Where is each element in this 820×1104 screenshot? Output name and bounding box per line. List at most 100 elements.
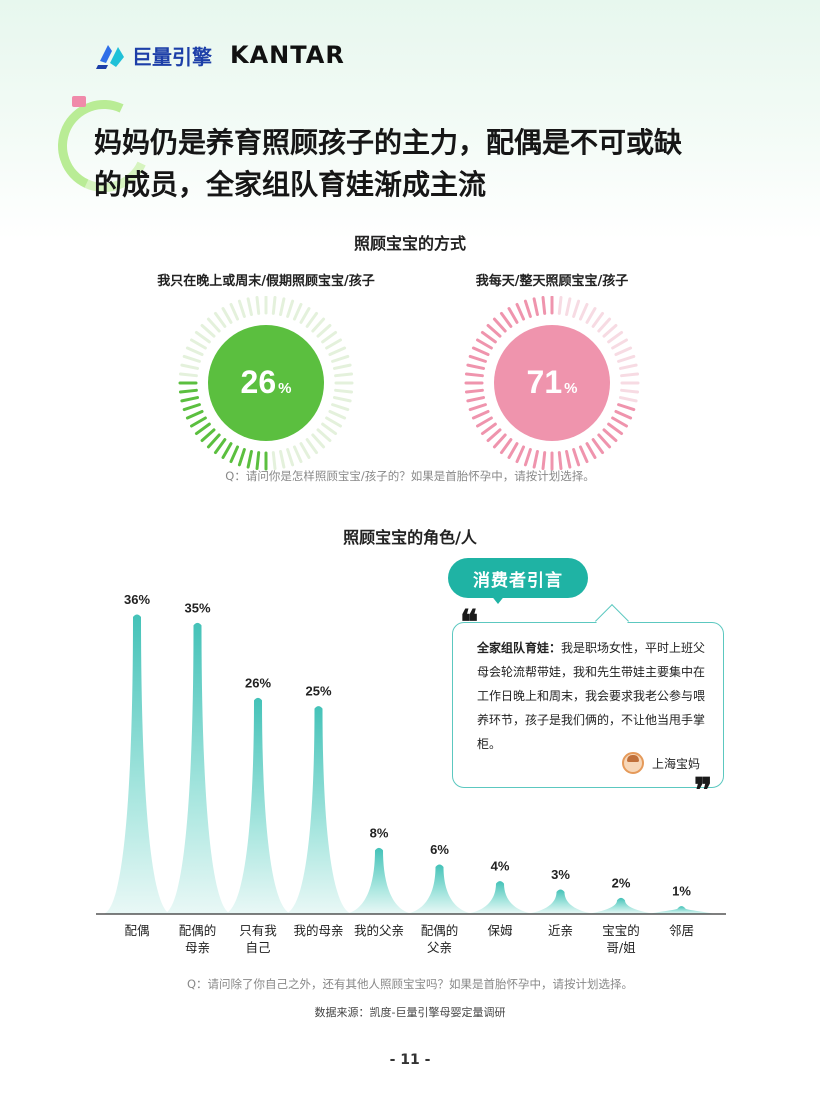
donut-right-value: 71	[527, 364, 563, 400]
donut-tick	[292, 445, 303, 464]
donut-tick	[468, 354, 487, 363]
decorative-tag-icon	[72, 96, 86, 107]
donut-tick	[292, 302, 303, 321]
donut-tick	[286, 448, 295, 467]
bar-value-label: 2%	[612, 875, 631, 890]
quote-text: 全家组队育娃：我是职场女性，平时上班父母会轮流帮带娃，我和先生带娃主要集中在工作…	[477, 636, 709, 756]
quote-author-name: 上海宝妈	[652, 756, 701, 771]
donut-tick	[523, 299, 532, 318]
title-line-2: 的成员，全家组队育娃渐成主流	[94, 168, 487, 201]
bar-series	[103, 614, 716, 914]
bar-value-label: 26%	[245, 675, 271, 690]
donut-tick	[331, 403, 350, 412]
donut-tick	[507, 442, 519, 459]
bar	[526, 889, 595, 914]
donut-tick	[311, 317, 326, 333]
bar-category-label: 我的父亲	[353, 923, 404, 938]
donut-tick	[591, 438, 605, 455]
donut-tick	[194, 330, 211, 344]
donut-tick	[466, 396, 486, 403]
donut-tick	[246, 297, 253, 317]
donut-tick	[299, 307, 311, 324]
bar-category-label: 宝宝的 哥/姐	[602, 923, 640, 955]
donut-tick	[279, 297, 286, 317]
donut-tick	[321, 330, 338, 344]
donut-tick	[200, 428, 216, 443]
bar	[405, 864, 474, 914]
header-logos: 巨量引擎 KANTAR	[96, 40, 345, 70]
donut-tick	[471, 346, 490, 357]
bar-value-label: 3%	[551, 867, 570, 882]
donut-tick	[328, 346, 347, 357]
donut-tick	[618, 396, 638, 403]
donut-tick	[515, 302, 526, 321]
donut-tick	[565, 449, 572, 469]
donut-tick	[486, 323, 502, 338]
svg-text:26%: 26%	[241, 364, 292, 400]
donut-tick	[557, 451, 563, 471]
bar-value-label: 8%	[370, 825, 389, 840]
donut-left: 26%	[178, 296, 354, 471]
donut-tick	[229, 302, 240, 321]
bar	[224, 697, 292, 914]
donut-tick	[194, 422, 211, 436]
svg-text:71%: 71%	[527, 364, 578, 400]
donut-tick	[180, 363, 200, 370]
donut-tick	[255, 451, 261, 471]
bar-chart: 36% 35% 26% 25% 8% 6% 4% 3% 2% 1%	[96, 592, 726, 915]
donut-tick	[602, 428, 618, 443]
donut-tick	[271, 296, 277, 315]
bar-category-label: 近亲	[547, 923, 573, 938]
donut-tick	[499, 311, 513, 328]
donut-tick	[597, 317, 612, 333]
donut-tick	[464, 372, 484, 378]
donut-tick	[585, 442, 597, 459]
donut-tick	[213, 438, 227, 455]
donut-tick	[480, 330, 497, 344]
donut-tick	[271, 451, 277, 471]
page-number: - 11 -	[389, 1052, 431, 1068]
bar-value-label: 6%	[430, 842, 449, 857]
donut-tick	[180, 396, 200, 403]
donut-tick	[328, 409, 347, 420]
donut-tick	[523, 448, 532, 467]
donut-tick	[471, 409, 490, 420]
bar-category-label: 配偶的 母亲	[178, 923, 217, 955]
section2-question: Q：请问除了你自己之外，还有其他人照顾宝宝吗？如果是首胎怀孕中，请按计划选择。	[186, 977, 634, 991]
donut-right-center	[494, 325, 610, 441]
bar	[587, 897, 655, 914]
donut-tick	[331, 354, 350, 363]
donut-tick	[325, 338, 342, 350]
bar-value-label: 35%	[184, 600, 210, 615]
donut-tick	[614, 346, 633, 357]
donut-tick	[334, 372, 354, 378]
donut-tick	[185, 409, 204, 420]
donut-tick	[541, 296, 547, 315]
donut-tick	[468, 403, 487, 412]
donut-tick	[237, 448, 246, 467]
bar	[647, 906, 716, 914]
donut-left-unit: %	[278, 380, 291, 397]
donut-tick	[572, 299, 581, 318]
quote-badge-tail	[490, 594, 506, 604]
quote-open-icon: ❝	[460, 603, 479, 643]
quote-box	[452, 622, 724, 788]
donut-tick	[206, 433, 221, 449]
donut-tick	[591, 311, 605, 328]
bar-category-label: 邻居	[668, 923, 694, 938]
donut-tick	[565, 297, 572, 317]
bar	[345, 847, 413, 914]
donut-tick	[614, 409, 633, 420]
bar-value-label: 25%	[305, 684, 331, 699]
donut-tick	[578, 445, 589, 464]
donut-tick	[332, 363, 352, 370]
donut-tick	[607, 422, 624, 436]
donut-tick	[286, 299, 295, 318]
donut-tick	[476, 416, 493, 428]
avatar-icon	[622, 752, 644, 774]
donut-label-right: 我每天/整天照顾宝宝/孩子	[475, 274, 629, 289]
section1-question: Q：请问你是怎样照顾宝宝/孩子的？如果是首胎怀孕中，请按计划选择。	[225, 469, 595, 483]
donut-tick	[299, 442, 311, 459]
section2-title: 照顾宝宝的角色/人	[343, 528, 477, 547]
donut-tick	[572, 448, 581, 467]
